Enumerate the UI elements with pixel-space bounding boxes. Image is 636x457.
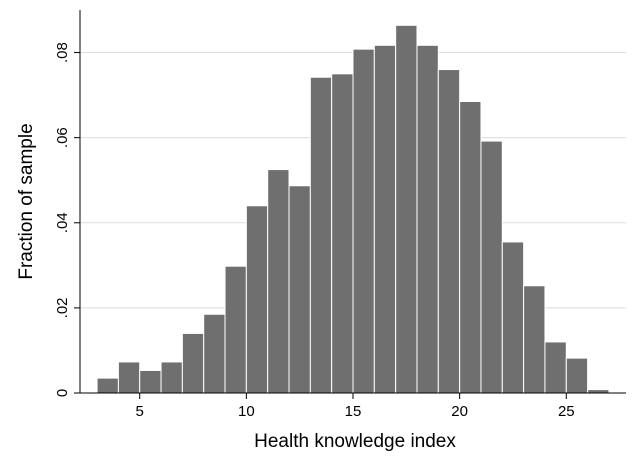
- histogram-bar: [544, 341, 567, 394]
- histogram-bar: [203, 313, 226, 394]
- histogram-bar: [309, 76, 333, 394]
- histogram-bar: [267, 169, 290, 394]
- x-tick-label: 20: [451, 403, 468, 420]
- histogram-bar: [181, 332, 205, 394]
- y-tick-label: .08: [54, 42, 71, 63]
- y-tick-label: .04: [54, 212, 71, 233]
- x-tick-label: 5: [136, 403, 144, 420]
- histogram-bar: [331, 73, 354, 394]
- y-tick-label: .06: [54, 127, 71, 148]
- histogram-bar: [224, 265, 247, 394]
- x-tick-label: 25: [558, 403, 575, 420]
- histogram-bar: [117, 361, 141, 394]
- y-tick-label: 0: [54, 389, 71, 397]
- histogram-bar: [437, 69, 461, 394]
- histogram-bar: [288, 185, 311, 394]
- histogram-bar: [565, 357, 589, 394]
- histogram-bars: [96, 24, 610, 394]
- histogram-bar: [352, 48, 375, 394]
- histogram-bar: [245, 205, 269, 394]
- histogram-bar: [416, 44, 439, 394]
- histogram-bar: [459, 100, 482, 394]
- y-axis-title: Fraction of sample: [16, 123, 37, 279]
- histogram-bar: [587, 389, 610, 394]
- histogram-bar: [523, 285, 546, 394]
- y-axis-ticks: 0 .02 .04 .06 .08: [54, 42, 80, 397]
- histogram-bar: [373, 44, 397, 394]
- x-tick-label: 10: [238, 403, 255, 420]
- histogram-bar: [501, 241, 525, 394]
- histogram-bar: [96, 377, 119, 394]
- x-axis-title: Health knowledge index: [254, 431, 456, 452]
- histogram-bar: [160, 361, 183, 394]
- histogram-bar: [139, 369, 162, 394]
- histogram-bar: [480, 140, 503, 394]
- x-axis-ticks: 5 10 15 20 25: [136, 393, 575, 420]
- y-tick-label: .02: [54, 297, 71, 318]
- x-tick-label: 15: [345, 403, 362, 420]
- histogram-bar: [395, 24, 418, 394]
